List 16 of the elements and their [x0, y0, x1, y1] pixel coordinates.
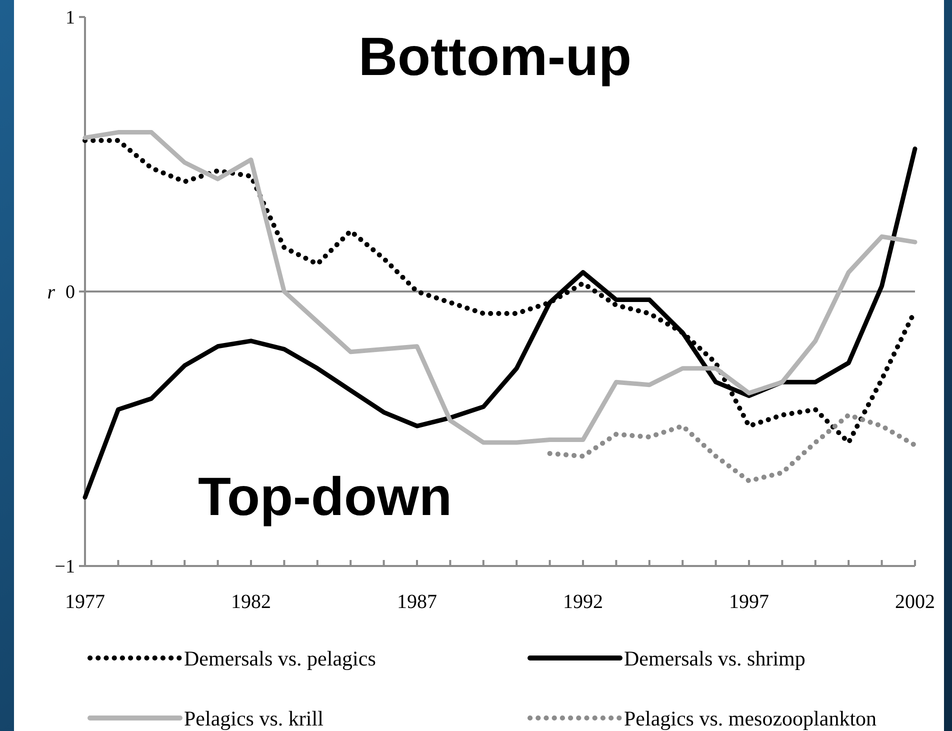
y-tick-label: 1: [66, 8, 75, 29]
x-tick-label: 1987: [397, 591, 437, 613]
annotation: Top-down: [198, 467, 452, 527]
annotation: Bottom-up: [358, 27, 632, 87]
x-tick-label: 2002: [895, 591, 935, 613]
x-tick-label: 1992: [563, 591, 603, 613]
y-axis-title: r: [47, 282, 56, 304]
x-tick-label: 1997: [729, 591, 769, 613]
y-tick-label: 0: [66, 282, 75, 304]
x-tick-label: 1977: [65, 591, 105, 613]
legend-label: Demersals vs. pelagics: [184, 646, 376, 670]
legend-label: Pelagics vs. mesozooplankton: [624, 706, 878, 730]
y-tick-label: −1: [54, 556, 75, 578]
x-tick-label: 1982: [231, 591, 271, 613]
legend-label: Pelagics vs. krill: [184, 706, 324, 730]
legend-label: Demersals vs. shrimp: [624, 646, 806, 670]
